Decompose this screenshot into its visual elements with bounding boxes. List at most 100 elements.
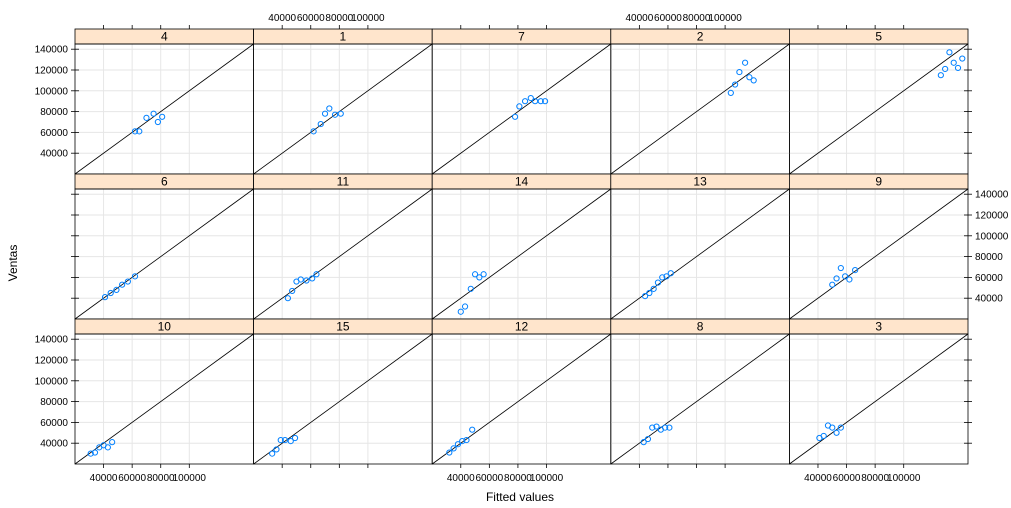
data-point [521, 98, 529, 105]
data-point [91, 449, 99, 456]
reference-line [789, 43, 969, 175]
panel-5: 5 [789, 25, 972, 175]
strip-label: 6 [161, 175, 168, 189]
panel-14: 14 [431, 173, 612, 320]
data-point [104, 444, 111, 451]
y-tick-label: 100000 [35, 86, 69, 97]
reference-line [789, 333, 969, 465]
x-tick-label: 60000 [297, 13, 325, 24]
y-tick-label: 140000 [35, 45, 69, 56]
x-tick-label: 40000 [268, 13, 296, 24]
x-tick-label: 100000 [351, 13, 385, 24]
y-tick-label: 40000 [975, 294, 1003, 305]
data-point [463, 436, 470, 444]
y-tick-label: 60000 [975, 273, 1003, 284]
data-point [450, 445, 457, 452]
reference-line [74, 188, 254, 320]
data-point [820, 432, 827, 440]
strip-label: 3 [875, 320, 882, 334]
y-tick-label: 60000 [40, 418, 68, 429]
data-point [641, 293, 649, 300]
y-tick-label: 40000 [40, 439, 68, 450]
data-point [131, 273, 139, 280]
data-point [113, 286, 120, 293]
data-point [87, 450, 94, 457]
data-point [829, 281, 836, 288]
data-point [852, 267, 859, 274]
data-point [131, 128, 139, 135]
reference-line [789, 188, 969, 320]
x-tick-label: 60000 [654, 13, 682, 24]
data-point [511, 113, 519, 120]
data-point [833, 429, 840, 436]
data-point [833, 275, 840, 282]
data-point [659, 274, 666, 281]
panel-7: 7 [431, 25, 612, 175]
data-point [101, 294, 109, 301]
data-point [119, 281, 126, 288]
strip-label: 12 [515, 320, 529, 334]
data-point [289, 287, 296, 295]
data-point [640, 439, 647, 446]
x-tick-label: 40000 [625, 13, 653, 24]
reference-line [610, 188, 790, 320]
data-point [461, 303, 469, 310]
x-tick-label: 100000 [173, 473, 207, 484]
data-point [124, 278, 131, 285]
y-tick-label: 140000 [975, 190, 1009, 201]
data-point [666, 424, 673, 431]
x-tick-label: 60000 [118, 473, 146, 484]
strip-label: 14 [515, 175, 529, 189]
data-point [454, 441, 462, 448]
data-point [459, 438, 466, 445]
data-point [950, 59, 957, 66]
panel-11: 11 [253, 173, 433, 320]
x-tick-label: 40000 [90, 473, 118, 484]
reference-line [610, 333, 790, 465]
strip-label: 9 [875, 175, 882, 189]
data-point [159, 113, 166, 120]
strip-label: 1 [340, 30, 347, 44]
y-tick-label: 80000 [40, 397, 68, 408]
data-point [107, 289, 114, 297]
data-point [954, 64, 962, 72]
data-point [303, 277, 310, 284]
panel-9: 9 40000 60000 80000 100000 120000 140000 [789, 173, 1009, 320]
data-point [727, 89, 734, 96]
data-point [136, 128, 143, 135]
data-point [837, 264, 844, 272]
panel-10: 1040000600008000010000012000014000040000… [35, 318, 255, 484]
data-point [331, 111, 339, 118]
data-point [291, 434, 299, 442]
data-point [846, 276, 853, 283]
y-tick-label: 120000 [975, 211, 1009, 222]
data-point [959, 55, 966, 62]
y-tick-label: 80000 [975, 252, 1003, 263]
data-point [310, 128, 317, 135]
data-point [942, 65, 949, 73]
strip-label: 13 [693, 175, 707, 189]
data-point [284, 295, 291, 302]
data-point [277, 436, 284, 444]
data-point [154, 118, 161, 126]
data-point [946, 49, 953, 56]
strip-label: 15 [336, 320, 350, 334]
data-point [326, 105, 333, 112]
data-point [317, 120, 324, 128]
strip-label: 4 [161, 30, 168, 44]
data-point [150, 110, 157, 117]
data-point [937, 72, 944, 79]
data-point [842, 273, 849, 280]
data-point [653, 423, 660, 430]
data-point [457, 308, 464, 315]
strip-label: 10 [158, 320, 172, 334]
x-tick-label: 40000 [447, 473, 475, 484]
x-tick-label: 80000 [861, 473, 889, 484]
x-tick-label: 80000 [147, 473, 175, 484]
data-point [644, 435, 652, 443]
x-tick-label: 80000 [504, 473, 532, 484]
y-tick-label: 100000 [975, 231, 1009, 242]
